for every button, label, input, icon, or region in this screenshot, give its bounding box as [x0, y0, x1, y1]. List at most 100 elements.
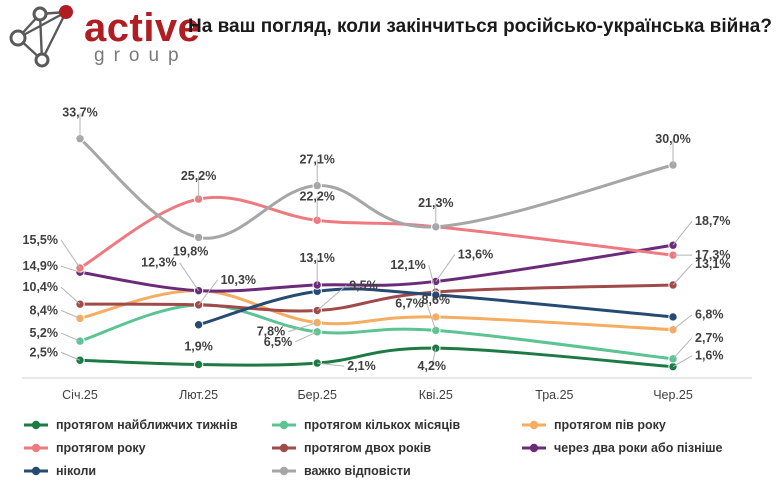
legend-item: протягом пів року	[522, 418, 666, 432]
chart-title: На ваш погляд, коли закінчиться російськ…	[188, 16, 772, 37]
series-3	[75, 194, 678, 273]
series-line	[78, 137, 675, 240]
label-leader-line	[60, 332, 81, 342]
label-leader-line	[60, 286, 81, 305]
data-label: 22,2%	[299, 189, 334, 203]
label-leader-line	[672, 314, 693, 331]
label-leader-line	[288, 322, 318, 333]
legend-label: протягом пів року	[554, 418, 666, 432]
logo-wordmark: active	[84, 6, 201, 50]
data-label: 9,5%	[349, 279, 378, 293]
data-label: 12,3%	[141, 256, 176, 270]
data-label: 17,3%	[695, 248, 730, 262]
label-leader-line	[294, 331, 318, 343]
legend-item: через два роки або пізніше	[522, 441, 723, 455]
x-tick-label: Тра.25	[535, 388, 573, 402]
label-leader-line	[672, 355, 693, 368]
data-label: 2,7%	[695, 331, 724, 345]
legend-item: протягом найближчих тижнів	[24, 418, 238, 432]
label-leader-line	[60, 265, 81, 273]
label-leader-line	[198, 279, 218, 306]
data-point	[193, 359, 204, 370]
data-label: 6,8%	[695, 308, 724, 322]
legend-swatch-marker	[279, 420, 289, 430]
data-label: 7,8%	[257, 325, 286, 339]
data-label: 14,9%	[23, 259, 58, 273]
label-leader-line	[60, 351, 81, 361]
legend-label: протягом найближчих тижнів	[56, 418, 238, 432]
data-label: 6,7%	[395, 296, 424, 310]
data-label: 1,6%	[695, 349, 724, 363]
series-lines	[75, 134, 678, 372]
legend-item: ніколи	[24, 464, 96, 478]
data-label: 10,3%	[221, 273, 256, 287]
legend-item: протягом двох років	[272, 441, 431, 455]
x-tick-label: Кві.25	[419, 388, 453, 402]
x-tick-label: Лют.25	[179, 388, 218, 402]
label-leader-line	[428, 264, 437, 293]
legend-item: важко відповісти	[272, 464, 411, 478]
label-leader-line	[431, 348, 437, 367]
series-line	[78, 289, 675, 332]
x-axis: Січ.25 Лют.25 Бер.25 Кві.25 Тра.25 Чер.25	[22, 377, 752, 402]
x-tick-label: Бер.25	[297, 388, 337, 402]
legend-swatch-marker	[31, 443, 41, 453]
series-line	[78, 243, 675, 293]
x-tick-label: Чер.25	[653, 388, 693, 402]
data-label: 12,1%	[390, 258, 425, 272]
data-label: 2,1%	[347, 359, 376, 373]
label-leader-line	[672, 220, 693, 246]
legend-item: протягом кількох місяців	[272, 418, 460, 432]
data-labels: 33,7% 19,8% 27,1% 21,3% 30,0% 15,5% 25,2% 22,2%…	[23, 106, 731, 373]
legend-label: важко відповісти	[304, 464, 411, 478]
legend-item: протягом року	[24, 441, 146, 455]
data-label: 33,7%	[62, 106, 97, 120]
legend-swatch-marker	[529, 420, 539, 430]
data-label: 27,1%	[299, 153, 334, 167]
label-leader-line	[426, 303, 437, 331]
legend-swatch-marker	[31, 420, 41, 430]
label-leader-line	[672, 263, 693, 286]
data-point	[193, 320, 204, 330]
legend-swatch-marker	[279, 443, 289, 453]
label-leader-line	[317, 362, 345, 367]
series-6	[193, 286, 678, 330]
data-label: 8,4%	[30, 303, 59, 317]
data-label: 13,1%	[299, 251, 334, 265]
data-point	[312, 327, 322, 337]
series-7	[75, 134, 678, 243]
legend-label: через два роки або пізніше	[554, 441, 723, 455]
series-line	[78, 283, 675, 313]
data-label: 25,2%	[181, 169, 216, 183]
label-leader-line	[60, 239, 81, 269]
legend-swatch-marker	[31, 466, 41, 476]
logo-subtitle: group	[94, 45, 188, 66]
data-label: 15,5%	[23, 233, 58, 247]
legend-label: протягом двох років	[304, 441, 431, 455]
data-label: 1,9%	[184, 340, 213, 354]
label-leader-line	[672, 337, 693, 360]
active-group-logo: active group	[8, 4, 200, 70]
data-point	[431, 312, 441, 322]
data-label: 8,6%	[422, 293, 451, 307]
legend-label: протягом року	[56, 441, 146, 455]
label-leader-line	[179, 262, 200, 291]
data-label: 6,5%	[264, 335, 293, 349]
data-label: 19,8%	[173, 244, 208, 258]
x-tick-label: Січ.25	[62, 388, 98, 402]
data-label: 18,7%	[695, 214, 730, 228]
label-leader-line	[435, 254, 456, 282]
series-line	[78, 195, 675, 270]
data-label: 2,5%	[30, 345, 59, 359]
legend-label: протягом кількох місяців	[304, 418, 460, 432]
label-leader-line	[316, 285, 347, 311]
data-label: 10,4%	[23, 280, 58, 294]
data-point	[193, 232, 204, 243]
data-label: 4,2%	[418, 359, 447, 373]
legend-label: ніколи	[56, 464, 96, 478]
legend: протягом найближчих тижнів протягом кільк…	[24, 418, 723, 478]
data-label: 21,3%	[418, 196, 453, 210]
series-0	[75, 343, 678, 372]
data-label: 5,2%	[30, 326, 59, 340]
